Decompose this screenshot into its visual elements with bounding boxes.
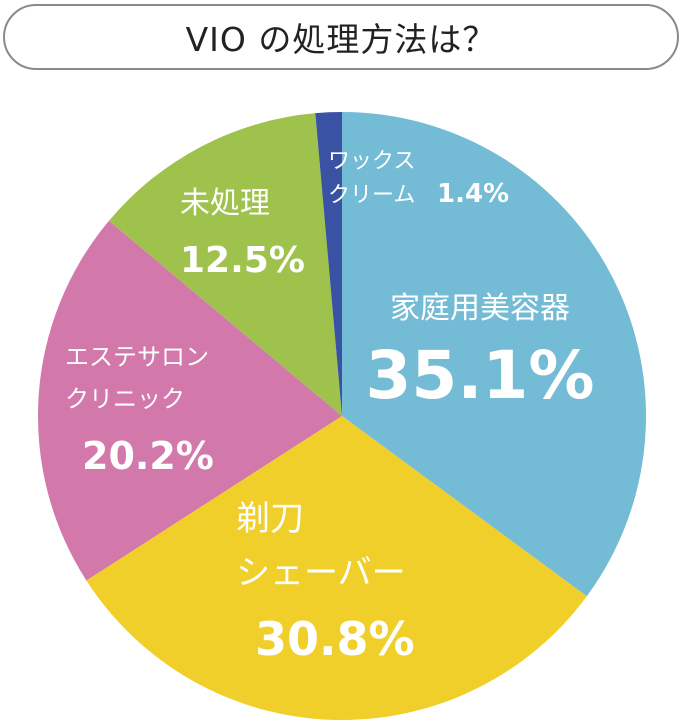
slice-label-home-1: 家庭用美容器 [390, 291, 570, 326]
chart-title: VIO の処理方法は？ [185, 20, 497, 59]
pie-slice-untreated [108, 113, 342, 416]
slice-label-razor-2: シェーバー [236, 553, 406, 593]
slice-percent-wax: 1.4% [437, 179, 509, 209]
pie-slice-razor [86, 416, 587, 720]
slice-percent-razor: 30.8% [255, 612, 415, 666]
slice-percent-home: 35.1% [366, 337, 595, 414]
slice-label-untreated-1: 未処理 [180, 186, 270, 221]
pie-slice-home [342, 112, 646, 597]
slice-label-razor-1: 剃刀 [236, 499, 304, 539]
slice-label-salon-2: クリニック [65, 385, 185, 413]
pie-slice-wax [315, 112, 342, 416]
slice-label-salon-1: エステサロン [65, 343, 209, 371]
slice-percent-salon: 20.2% [82, 434, 214, 478]
slice-label-wax-2: クリーム [328, 183, 415, 208]
slice-label-wax-1: ワックス [328, 149, 415, 174]
slice-percent-untreated: 12.5% [180, 240, 305, 281]
pie-slice-salon [37, 220, 342, 581]
chart-title-box: VIO の処理方法は？ [3, 4, 679, 70]
